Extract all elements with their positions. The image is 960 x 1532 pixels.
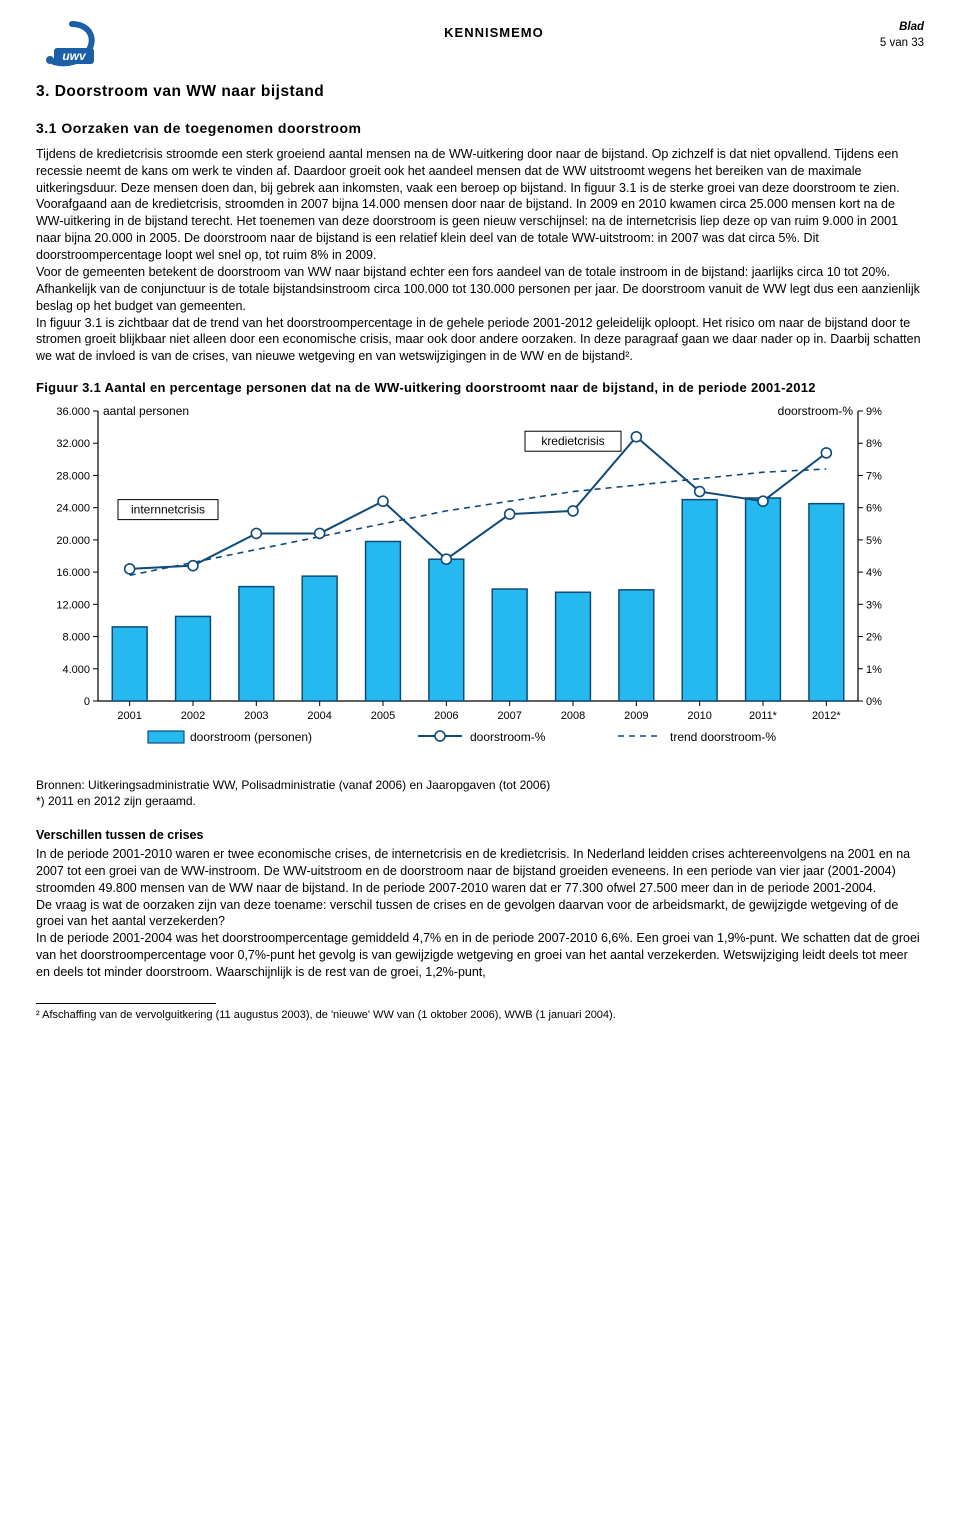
subheading-verschillen: Verschillen tussen de crises xyxy=(36,827,924,844)
blad-label: Blad xyxy=(880,20,924,36)
svg-text:2012*: 2012* xyxy=(812,710,841,722)
svg-text:2%: 2% xyxy=(866,631,882,643)
svg-text:2011*: 2011* xyxy=(749,710,778,722)
svg-text:doorstroom (personen): doorstroom (personen) xyxy=(190,730,312,744)
svg-text:aantal personen: aantal personen xyxy=(103,404,189,418)
svg-text:doorstroom-%: doorstroom-% xyxy=(778,404,854,418)
svg-text:28.000: 28.000 xyxy=(56,470,90,482)
svg-text:32.000: 32.000 xyxy=(56,438,90,450)
svg-text:7%: 7% xyxy=(866,470,882,482)
svg-text:1%: 1% xyxy=(866,664,882,676)
svg-text:2002: 2002 xyxy=(181,710,205,722)
subsection-heading: 3.1 Oorzaken van de toegenomen doorstroo… xyxy=(36,119,924,138)
svg-text:0: 0 xyxy=(84,696,90,708)
section-body: Tijdens de kredietcrisis stroomde een st… xyxy=(36,146,924,365)
svg-text:0%: 0% xyxy=(866,696,882,708)
svg-text:2003: 2003 xyxy=(244,710,268,722)
svg-text:2004: 2004 xyxy=(307,710,331,722)
svg-text:16.000: 16.000 xyxy=(56,567,90,579)
svg-text:2008: 2008 xyxy=(561,710,585,722)
svg-text:4.000: 4.000 xyxy=(62,664,90,676)
page-num: 5 van 33 xyxy=(880,36,924,52)
svg-text:9%: 9% xyxy=(866,406,882,418)
chart-container: 0 4.000 8.000 12.000 16.000 20.000 24.000 28.00… xyxy=(36,401,924,771)
source-line-1: Bronnen: Uitkeringsadministratie WW, Pol… xyxy=(36,777,924,793)
svg-text:4%: 4% xyxy=(866,567,882,579)
svg-text:8.000: 8.000 xyxy=(62,631,90,643)
subsection-body: In de periode 2001-2010 waren er twee ec… xyxy=(36,846,924,981)
svg-text:12.000: 12.000 xyxy=(56,599,90,611)
bar-line-chart: 0 4.000 8.000 12.000 16.000 20.000 24.000 28.00… xyxy=(36,401,906,761)
svg-text:doorstroom-%: doorstroom-% xyxy=(470,730,546,744)
svg-text:trend doorstroom-%: trend doorstroom-% xyxy=(670,730,776,744)
source-line-2: *) 2011 en 2012 zijn geraamd. xyxy=(36,793,924,809)
footnote: ² Afschaffing van de vervolguitkering (1… xyxy=(36,1008,924,1023)
svg-text:2010: 2010 xyxy=(687,710,711,722)
svg-text:24.000: 24.000 xyxy=(56,502,90,514)
svg-text:8%: 8% xyxy=(866,438,882,450)
memo-title: KENNISMEMO xyxy=(108,20,880,42)
svg-text:2009: 2009 xyxy=(624,710,648,722)
svg-text:2001: 2001 xyxy=(117,710,141,722)
figure-title: Figuur 3.1 Aantal en percentage personen… xyxy=(36,379,924,397)
svg-text:3%: 3% xyxy=(866,599,882,611)
svg-text:20.000: 20.000 xyxy=(56,535,90,547)
svg-text:36.000: 36.000 xyxy=(56,406,90,418)
svg-text:2005: 2005 xyxy=(371,710,395,722)
svg-text:6%: 6% xyxy=(866,502,882,514)
figure-sources: Bronnen: Uitkeringsadministratie WW, Pol… xyxy=(36,777,924,809)
svg-text:2007: 2007 xyxy=(497,710,521,722)
svg-text:internnetcrisis: internnetcrisis xyxy=(131,502,205,516)
svg-text:kredietcrisis: kredietcrisis xyxy=(541,434,604,448)
svg-text:uwv: uwv xyxy=(62,49,87,63)
page-indicator: Blad 5 van 33 xyxy=(880,20,924,51)
svg-text:2006: 2006 xyxy=(434,710,458,722)
page-header: uwv KENNISMEMO Blad 5 van 33 xyxy=(36,20,924,68)
uwv-logo: uwv xyxy=(36,20,108,68)
svg-text:5%: 5% xyxy=(866,535,882,547)
footnote-rule xyxy=(36,1003,216,1004)
section-heading: 3. Doorstroom van WW naar bijstand xyxy=(36,82,924,103)
